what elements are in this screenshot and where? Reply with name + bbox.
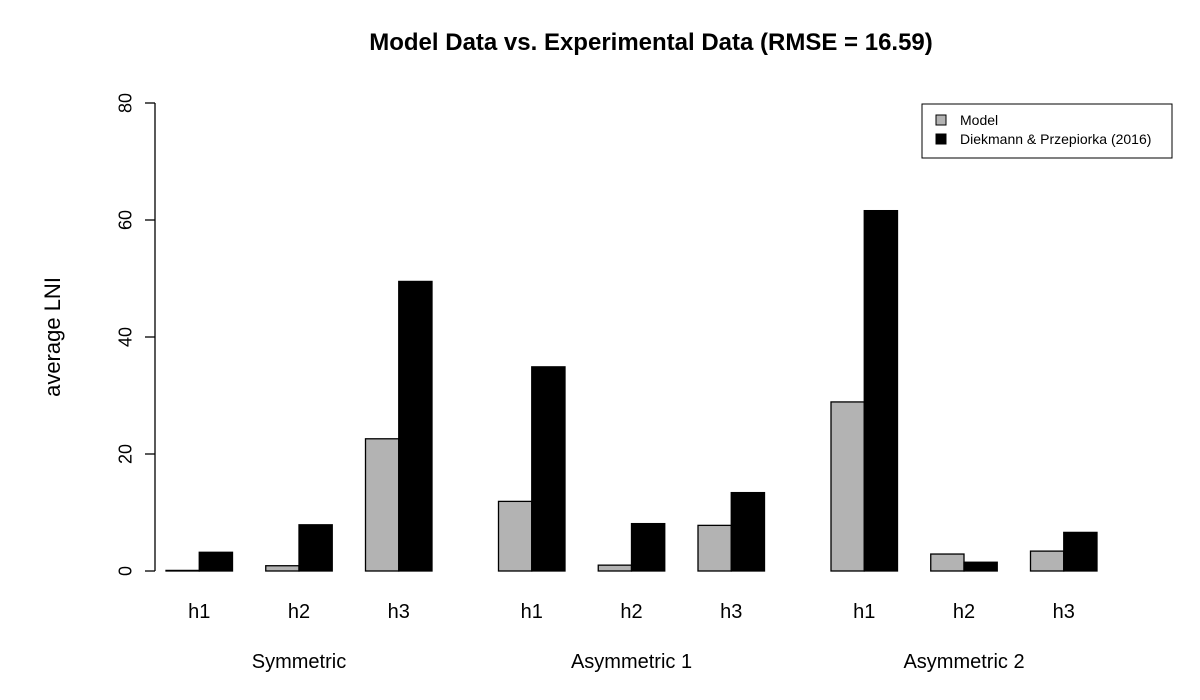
legend-swatch	[935, 114, 947, 126]
bar-model	[265, 565, 300, 572]
legend: Model Diekmann & Przepiorka (2016)	[921, 103, 1173, 159]
bar-diekmann-przepiorka-2016	[730, 491, 766, 572]
y-axis-label: average LNI	[40, 277, 65, 397]
category-label: h1	[188, 601, 210, 623]
y-tick-label: 0	[115, 566, 135, 576]
bar-diekmann-przepiorka-2016	[198, 551, 234, 572]
category-label: h2	[953, 601, 975, 623]
category-labels: h1 h2 h3 Symmetric h1 h2 h3 Asymmetric 1 h1 h2 h3 A…	[188, 601, 1075, 673]
y-axis: 0 20 40 60 80	[115, 93, 156, 576]
legend-label: Model	[960, 112, 998, 128]
group-label: Symmetric	[252, 651, 346, 673]
category-label: h2	[620, 601, 642, 623]
category-label: h3	[1053, 601, 1075, 623]
bar-model	[1029, 550, 1065, 572]
bar-diekmann-przepiorka-2016	[398, 280, 433, 572]
group-label: Asymmetric 1	[571, 651, 692, 673]
bar-model	[597, 564, 633, 572]
bar-diekmann-przepiorka-2016	[863, 209, 899, 572]
bar-diekmann-przepiorka-2016	[1063, 531, 1098, 572]
legend-label: Diekmann & Przepiorka (2016)	[960, 131, 1151, 147]
category-label: h3	[720, 601, 742, 623]
bar-diekmann-przepiorka-2016	[630, 522, 666, 572]
y-tick-label: 80	[115, 93, 135, 113]
bars	[165, 209, 1098, 572]
category-label: h1	[521, 601, 543, 623]
category-label: h3	[388, 601, 410, 623]
bar-model	[497, 500, 533, 572]
bar-model	[697, 524, 732, 572]
bar-model	[364, 438, 400, 572]
y-tick-label: 20	[115, 444, 135, 464]
group-label: Asymmetric 2	[903, 651, 1024, 673]
legend-swatch	[935, 133, 947, 145]
bar-diekmann-przepiorka-2016	[963, 561, 998, 572]
category-label: h1	[853, 601, 875, 623]
legend-box	[921, 103, 1173, 159]
bar-model	[930, 553, 965, 572]
category-label: h2	[288, 601, 310, 623]
bar-diekmann-przepiorka-2016	[298, 524, 333, 572]
y-tick-label: 60	[115, 210, 135, 230]
chart-title: Model Data vs. Experimental Data (RMSE =…	[369, 29, 933, 56]
bar-diekmann-przepiorka-2016	[531, 366, 566, 572]
y-tick-label: 40	[115, 327, 135, 347]
bar-model	[830, 401, 865, 572]
bar-model	[165, 569, 200, 572]
